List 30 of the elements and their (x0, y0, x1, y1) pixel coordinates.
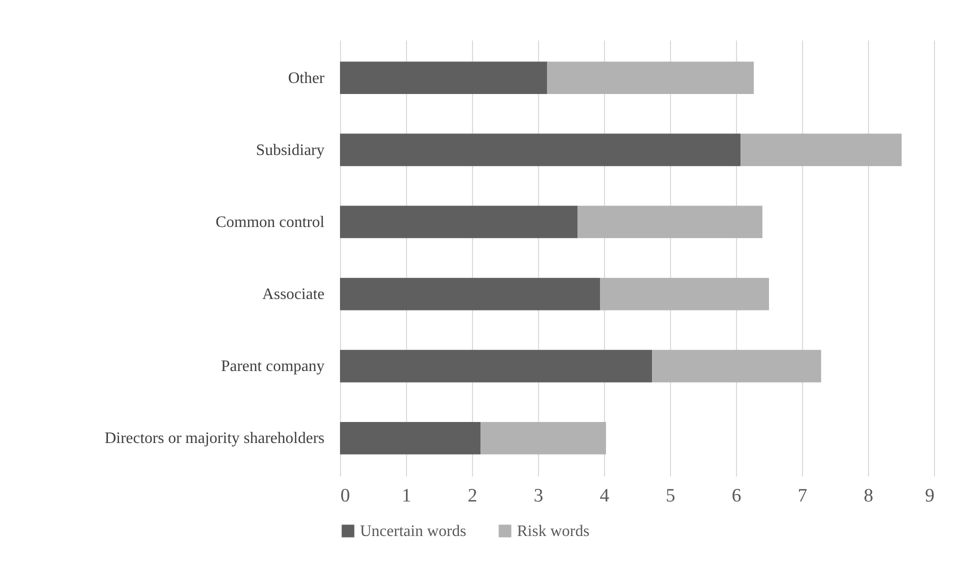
x-tick-label: 3 (534, 486, 544, 506)
legend-label: Uncertain words (360, 523, 466, 540)
bar (340, 422, 481, 454)
bar (340, 206, 578, 238)
bar (547, 62, 754, 94)
bar (740, 134, 902, 166)
bar (480, 422, 606, 454)
x-tick-label: 6 (732, 486, 742, 506)
legend-label: Risk words (517, 523, 590, 540)
bar (340, 134, 741, 166)
bar (652, 350, 822, 382)
bar (340, 278, 600, 310)
bar (340, 62, 548, 94)
x-tick-label: 8 (864, 486, 874, 506)
bar (600, 278, 769, 310)
x-tick-label: 7 (798, 486, 808, 506)
y-tick-label: Parent company (220, 358, 324, 376)
y-tick-label: Directors or majority shareholders (104, 430, 324, 448)
y-tick-label: Associate (262, 286, 324, 304)
x-tick-label: 1 (402, 486, 412, 506)
x-tick-label: 4 (600, 486, 610, 506)
bar (340, 350, 652, 382)
x-tick-label: 2 (468, 486, 478, 506)
bar (578, 206, 762, 238)
y-tick-label: Subsidiary (256, 142, 324, 159)
y-tick-label: Common control (216, 214, 326, 231)
x-tick-label: 5 (666, 486, 676, 506)
y-tick-label: Other (288, 70, 326, 87)
x-tick-label: 9 (925, 486, 934, 506)
x-tick-label: 0 (340, 486, 350, 506)
